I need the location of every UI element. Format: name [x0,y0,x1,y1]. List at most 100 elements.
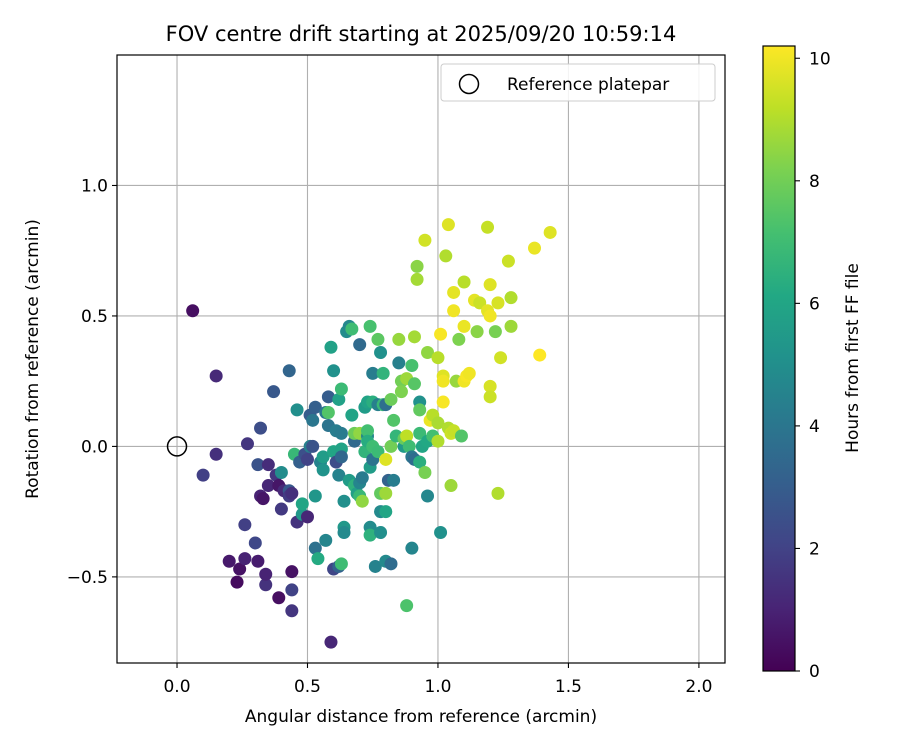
x-tick-label: 0.5 [294,677,321,697]
data-point [394,385,408,399]
data-point [413,455,427,469]
data-point [363,319,377,333]
colorbar-gradient [762,45,796,672]
data-point [483,278,497,292]
y-axis-label: Rotation from reference (arcmin) [23,219,43,499]
data-point [439,249,453,263]
data-point [274,502,288,516]
data-point [434,526,448,540]
data-point [186,304,200,318]
reference-marker-group [166,436,188,457]
data-point [285,486,299,500]
data-point [209,447,223,461]
data-point [379,486,393,500]
data-point [452,332,466,346]
data-point [267,385,281,399]
data-point [233,562,247,576]
colorbar-label: Hours from first FF file [843,263,863,453]
plot-frame [116,54,726,664]
data-point [261,458,275,472]
data-point [285,583,299,597]
data-point [282,364,296,378]
data-point [431,434,445,448]
chart-title: FOV centre drift starting at 2025/09/20 … [166,22,677,46]
data-point [431,416,445,430]
data-point [332,392,346,406]
data-point [368,559,382,573]
y-tick-label: 1.0 [81,176,108,196]
data-point [337,494,351,508]
x-tick-label: 1.5 [555,677,582,697]
data-point [251,554,265,568]
data-point [410,259,424,273]
data-point [238,518,252,532]
x-tick-label: 0.0 [163,677,190,697]
data-point [374,345,388,359]
data-point [306,439,320,453]
data-point [345,408,359,422]
colorbar-tick-label: 0 [809,662,820,682]
y-tick-label: 0.5 [81,307,108,327]
data-point [376,366,390,380]
data-point [311,552,325,566]
data-point [324,635,338,649]
data-point [447,285,461,299]
data-point [308,541,322,555]
data-point [327,364,341,378]
data-point [261,479,275,493]
data-point [457,275,471,289]
data-point [483,390,497,404]
x-tick-label: 2.0 [685,677,712,697]
data-point [447,304,461,318]
data-point [290,403,304,417]
data-point [444,479,458,493]
data-point [407,330,421,344]
data-point [334,450,348,464]
data-point [259,567,273,581]
colorbar-tick-label: 4 [809,417,820,437]
data-point [400,599,414,613]
data-point [483,379,497,393]
data-point [488,325,502,339]
data-point [285,565,299,579]
data-points [186,218,557,649]
grid-lines [117,55,725,663]
data-point [366,366,380,380]
data-point [418,233,432,247]
data-point [418,466,432,480]
data-point [222,554,236,568]
data-point [470,325,484,339]
legend-label: Reference platepar [507,75,669,95]
data-point [332,468,346,482]
colorbar-tick-label: 6 [809,294,820,314]
data-point [384,557,398,571]
data-point [285,604,299,618]
data-point [441,218,455,232]
data-point [334,557,348,571]
data-point [400,429,414,443]
data-point [504,291,518,305]
colorbar-ticks: 0 2 4 6 8 10 [795,49,831,682]
data-point [306,413,320,427]
data-point [387,413,401,427]
data-point [543,225,557,239]
data-point [363,528,377,542]
data-point [316,463,330,477]
data-point [274,466,288,480]
data-point [374,526,388,540]
data-point [392,332,406,346]
x-axis-ticks: 0.0 0.5 1.0 1.5 2.0 [163,663,712,697]
data-point [238,552,252,566]
data-point [407,377,421,391]
data-point [379,452,393,466]
legend: Reference platepar [440,63,716,102]
data-point [387,473,401,487]
data-point [230,575,244,589]
colorbar: 0 2 4 6 8 10 Hours from first FF file [762,45,863,682]
data-point [379,505,393,519]
data-point [321,390,335,404]
data-point [457,319,471,333]
data-point [295,497,309,511]
data-point [308,489,322,503]
y-tick-label: 0.0 [81,437,108,457]
